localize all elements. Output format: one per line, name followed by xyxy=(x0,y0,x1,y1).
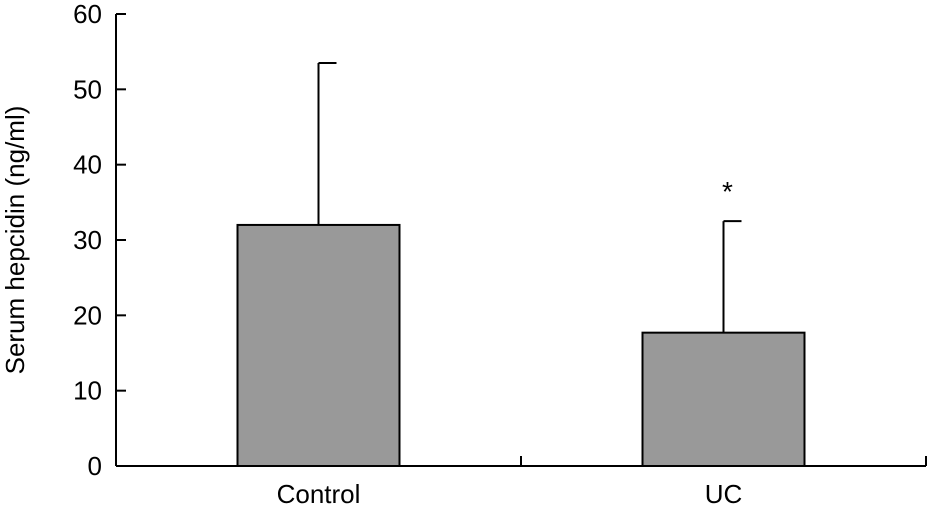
x-tick-label: Control xyxy=(277,479,361,507)
y-tick-label: 20 xyxy=(73,300,102,330)
y-tick-label: 40 xyxy=(73,150,102,180)
y-tick-label: 0 xyxy=(88,451,102,481)
significance-marker: * xyxy=(722,176,733,207)
error-bars xyxy=(317,61,742,333)
bar-control xyxy=(236,223,401,467)
y-tick-label: 60 xyxy=(73,0,102,29)
y-tick-label: 10 xyxy=(73,376,102,406)
y-axis: 0 10 20 30 40 50 60 xyxy=(73,0,126,481)
y-axis-title: Serum hepcidin (ng/ml) xyxy=(0,106,30,375)
x-tick-label: UC xyxy=(705,479,743,507)
y-tick-label: 30 xyxy=(73,225,102,255)
annotations: * xyxy=(722,176,733,207)
y-tick-label: 50 xyxy=(73,74,102,104)
bars xyxy=(236,223,806,467)
bar-uc xyxy=(641,331,806,467)
